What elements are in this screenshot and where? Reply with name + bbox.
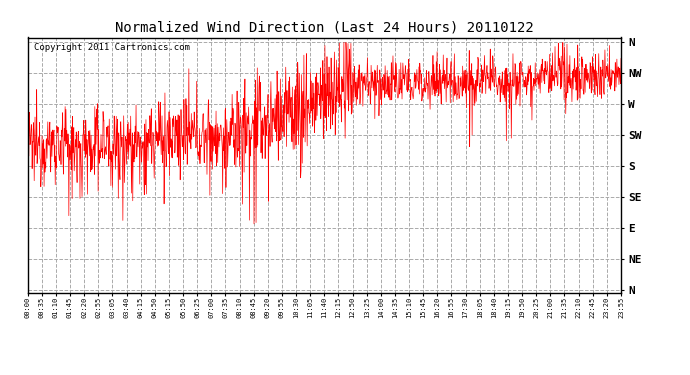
Title: Normalized Wind Direction (Last 24 Hours) 20110122: Normalized Wind Direction (Last 24 Hours… xyxy=(115,21,533,35)
Text: Copyright 2011 Cartronics.com: Copyright 2011 Cartronics.com xyxy=(34,43,190,52)
